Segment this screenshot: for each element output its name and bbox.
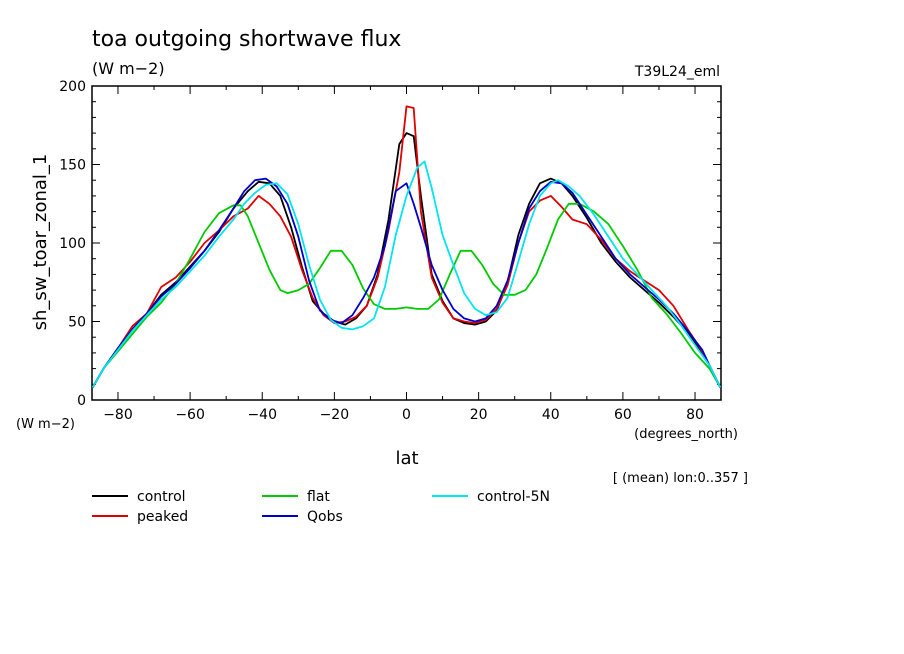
x-tick-label: −40 xyxy=(247,407,277,423)
legend-label-flat: flat xyxy=(307,489,330,505)
chart-title: toa outgoing shortwave flux xyxy=(92,27,401,52)
y-tick-label: 150 xyxy=(59,158,86,174)
series-line-control-5n xyxy=(91,160,722,388)
series-line-qobs xyxy=(91,177,722,388)
x-tick-label: 80 xyxy=(686,407,704,423)
y-tick-label: 100 xyxy=(59,236,86,252)
x-axis-label: lat xyxy=(395,448,418,469)
y-tick-label: 200 xyxy=(59,79,86,95)
x-tick-label: 40 xyxy=(542,407,560,423)
x-tick-label: −60 xyxy=(175,407,205,423)
x-axis-units: (degrees_north) xyxy=(634,427,738,442)
y-axis-units: (W m−2) xyxy=(16,417,75,432)
x-tick-label: −20 xyxy=(320,407,350,423)
run-label: T39L24_eml xyxy=(634,64,720,80)
plot-area: −80 −60 −40 −20 0 20 40 60 80 0 50 100 150 200 xyxy=(59,79,722,423)
subset-note: [ (mean) lon:0..357 ] xyxy=(613,471,748,486)
y-axis-label: sh_sw_toar_zonal_1 xyxy=(30,154,51,331)
series-line-control xyxy=(91,132,722,388)
series-line-flat xyxy=(91,202,722,388)
y-tick-label: 50 xyxy=(68,315,86,331)
legend: control peaked flat Qobs control-5N xyxy=(92,489,550,525)
chart-units: (W m−2) xyxy=(92,59,165,78)
legend-label-control: control xyxy=(137,489,186,505)
x-tick-label: 20 xyxy=(470,407,488,423)
series-line-peaked xyxy=(91,105,722,388)
legend-label-control-5n: control-5N xyxy=(477,489,550,505)
y-tick-label: 0 xyxy=(77,393,86,409)
x-tick-label: 60 xyxy=(614,407,632,423)
x-tick-label: 0 xyxy=(402,407,411,423)
x-tick-label: −80 xyxy=(103,407,133,423)
legend-label-qobs: Qobs xyxy=(307,509,343,525)
legend-label-peaked: peaked xyxy=(137,509,188,525)
